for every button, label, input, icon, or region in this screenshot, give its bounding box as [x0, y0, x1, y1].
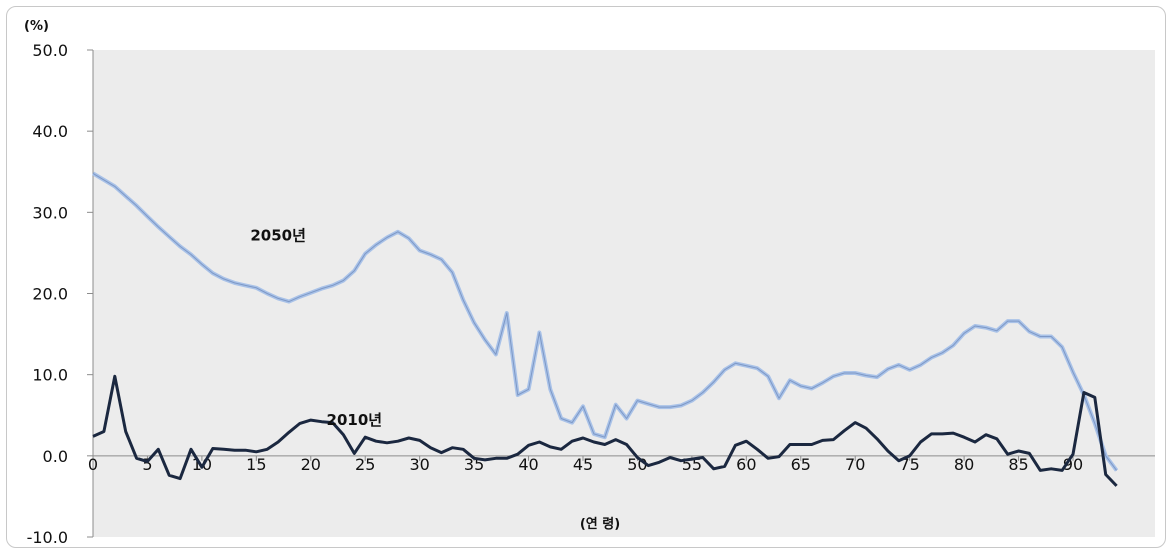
x-tick-label: 0 — [88, 455, 98, 474]
x-tick-label: 25 — [355, 455, 375, 474]
x-tick-label: 20 — [301, 455, 321, 474]
series-line-2050-core — [92, 172, 1118, 471]
x-axis-label: (연 령) — [580, 517, 620, 532]
x-tick-label: 45 — [573, 455, 593, 474]
x-tick-label: 40 — [518, 455, 538, 474]
series-line-2010 — [92, 374, 1118, 487]
y-tick-label: -10.0 — [27, 528, 68, 547]
series-group — [91, 171, 1119, 487]
y-tick-label: 10.0 — [32, 366, 68, 385]
y-tick-label: 30.0 — [32, 203, 68, 222]
y-tick-label: 20.0 — [32, 285, 68, 304]
series-annotation: 2050년 — [250, 227, 306, 245]
x-tick-label: 65 — [791, 455, 811, 474]
series-labels: 2050년 2010년 — [250, 227, 382, 429]
y-tick-label: 50.0 — [32, 41, 68, 60]
x-tick-label: 5 — [142, 455, 152, 474]
series-annotation: 2010년 — [327, 411, 383, 429]
x-tick-label: 60 — [736, 455, 756, 474]
x-tick-label: 30 — [409, 455, 429, 474]
y-ticks: 50.0 40.0 30.0 20.0 10.0 0.0 -10.0 — [27, 41, 93, 547]
y-tick-label: 40.0 — [32, 122, 68, 141]
y-unit-label: (%) — [24, 19, 49, 34]
x-tick-label: 85 — [1008, 455, 1028, 474]
x-tick-label: 70 — [845, 455, 865, 474]
x-tick-label: 75 — [899, 455, 919, 474]
x-tick-label: 15 — [246, 455, 266, 474]
y-tick-label: 0.0 — [43, 447, 68, 466]
x-tick-label: 80 — [954, 455, 974, 474]
